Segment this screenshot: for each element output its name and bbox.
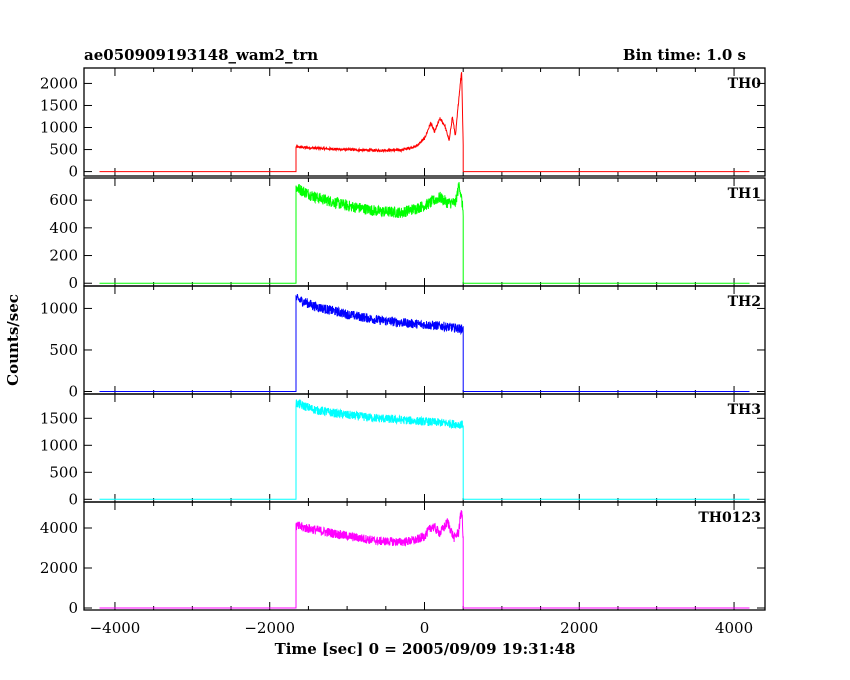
- y-tick-label: 500: [49, 341, 78, 359]
- y-tick-label: 1000: [40, 436, 78, 454]
- y-tick-label: 2000: [40, 559, 78, 577]
- x-tick-label: −4000: [90, 619, 141, 637]
- y-axis-label: Counts/sec: [4, 294, 22, 386]
- panel-label: TH0123: [698, 510, 761, 526]
- panel-frame: [83, 393, 766, 503]
- panels-group: 0 500 1000 1500 2000 TH0 0 200 400 600 TH1 0 500 1000…: [40, 67, 766, 637]
- panel-label: TH2: [728, 294, 761, 310]
- chart-title: ae050909193148_wam2_trn: [84, 46, 318, 64]
- y-tick-label: 0: [68, 599, 78, 617]
- y-tick-label: 1000: [40, 299, 78, 317]
- y-tick-label: 400: [49, 219, 78, 237]
- panel-label: TH3: [728, 402, 761, 418]
- panel-label: TH0: [728, 76, 762, 92]
- series-line-th1: [99, 181, 750, 284]
- y-tick-label: 0: [68, 163, 78, 181]
- panel-th0: 0 500 1000 1500 2000 TH0: [40, 67, 766, 181]
- panel-th2: 0 500 1000 TH2: [40, 285, 766, 401]
- y-tick-label: 500: [49, 463, 78, 481]
- x-tick-label: 2000: [560, 619, 598, 637]
- y-tick-label: 1000: [40, 119, 78, 137]
- x-tick-label: 4000: [715, 619, 753, 637]
- panel-th1: 0 200 400 600 TH1: [49, 177, 766, 292]
- x-axis-label: Time [sec] 0 = 2005/09/09 19:31:48: [275, 640, 576, 658]
- y-tick-label: 2000: [40, 74, 78, 92]
- panel-frame: [83, 501, 766, 611]
- y-tick-label: 0: [68, 274, 78, 292]
- y-tick-label: 1500: [40, 409, 78, 427]
- series-line-th0: [99, 72, 750, 173]
- series-line-th3: [99, 398, 750, 500]
- y-tick-label: 600: [49, 191, 78, 209]
- y-tick-label: 4000: [40, 519, 78, 537]
- y-tick-label: 0: [68, 490, 78, 508]
- panel-th0123: 0 2000 4000 TH0123: [40, 501, 766, 617]
- panel-frame: [83, 285, 766, 395]
- panel-label: TH1: [728, 186, 761, 202]
- y-tick-label: 1500: [40, 96, 78, 114]
- bin-time-label: Bin time: 1.0 s: [623, 46, 746, 64]
- series-line-th0123: [99, 510, 750, 609]
- x-tick-label: 0: [420, 619, 430, 637]
- y-tick-label: 0: [68, 383, 78, 401]
- panel-frame: [83, 177, 766, 287]
- panel-frame: [83, 67, 766, 177]
- panel-th3: 0 500 1000 1500 TH3: [40, 393, 766, 508]
- y-tick-label: 500: [49, 141, 78, 159]
- x-tick-label: −2000: [244, 619, 295, 637]
- series-line-th2: [99, 293, 750, 392]
- y-tick-label: 200: [49, 247, 78, 265]
